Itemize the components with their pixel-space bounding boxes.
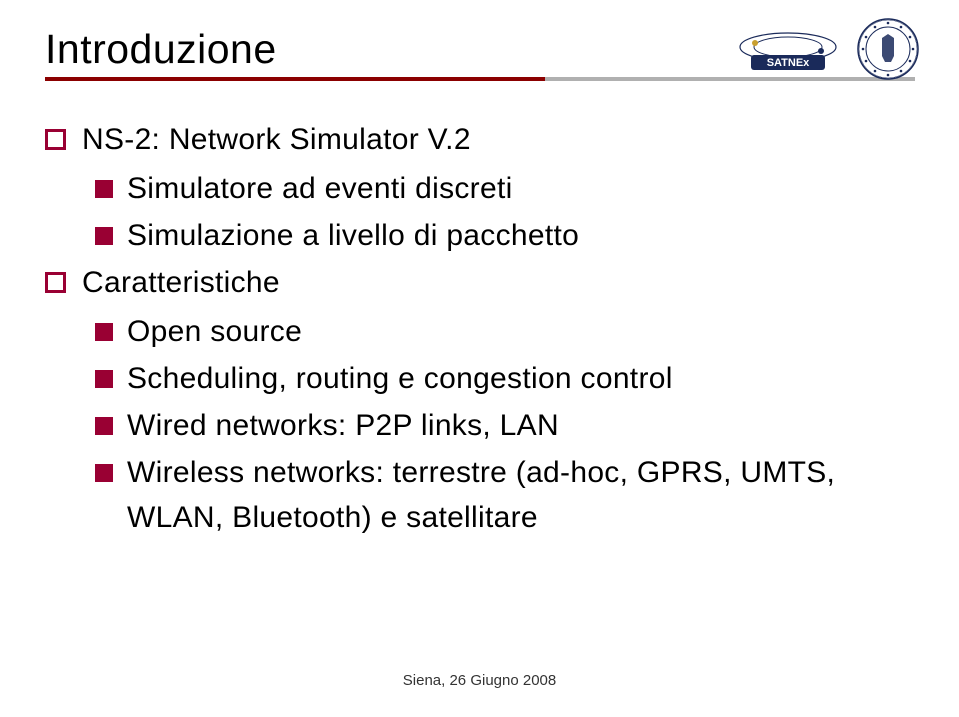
slide: SATNEx Introduzione [0,0,959,717]
list-item: Wired networks: P2P links, LAN [95,403,914,448]
slide-content: NS-2: Network Simulator V.2 Simulatore a… [45,117,914,540]
list-item-text: NS-2: Network Simulator V.2 [82,117,471,162]
list-item: Scheduling, routing e congestion control [95,356,914,401]
list-item-text: Wired networks: P2P links, LAN [127,403,914,448]
list-item: NS-2: Network Simulator V.2 [45,117,914,162]
hollow-square-bullet-icon [45,129,66,150]
list-item-text: Simulazione a livello di pacchetto [127,213,914,258]
filled-square-bullet-icon [95,323,113,341]
svg-text:SATNEx: SATNEx [767,57,810,69]
filled-square-bullet-icon [95,417,113,435]
filled-square-bullet-icon [95,227,113,245]
filled-square-bullet-icon [95,464,113,482]
filled-square-bullet-icon [95,180,113,198]
logo-area: SATNEx [733,18,919,80]
filled-square-bullet-icon [95,370,113,388]
hollow-square-bullet-icon [45,272,66,293]
slide-footer: Siena, 26 Giugno 2008 [0,672,959,689]
list-item-text: Simulatore ad eventi discreti [127,166,914,211]
list-item: Simulazione a livello di pacchetto [95,213,914,258]
list-item: Wireless networks: terrestre (ad-hoc, GP… [95,450,914,540]
list-item: Open source [95,309,914,354]
list-item-text: Caratteristiche [82,260,280,305]
university-seal-icon [857,18,919,80]
list-item-text: Wireless networks: terrestre (ad-hoc, GP… [127,450,914,540]
list-item: Simulatore ad eventi discreti [95,166,914,211]
list-item-text: Open source [127,309,914,354]
satnex-logo-icon: SATNEx [733,25,843,73]
list-item: Caratteristiche [45,260,914,305]
list-item-text: Scheduling, routing e congestion control [127,356,914,401]
